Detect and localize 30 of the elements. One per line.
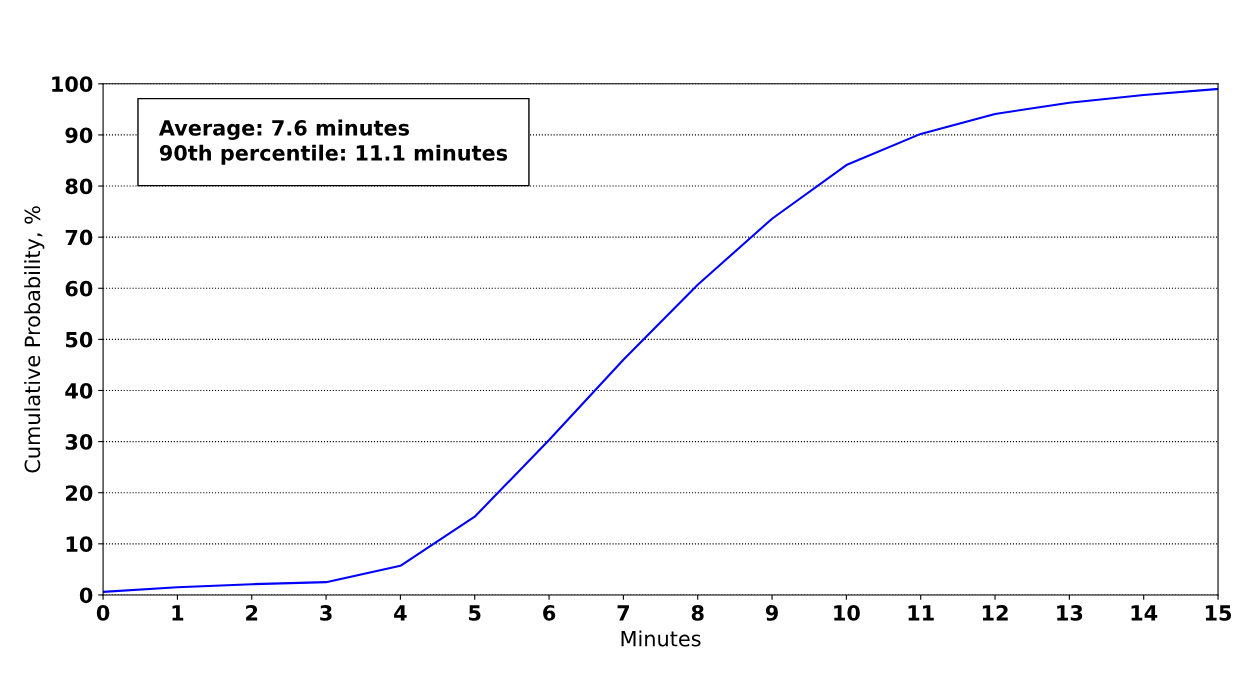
y-tick-label: 60 xyxy=(65,280,93,297)
x-tick-label: 1 xyxy=(172,605,184,621)
y-tick-label: 40 xyxy=(65,382,93,399)
x-tick-label: 15 xyxy=(1205,605,1232,621)
y-tick-label: 10 xyxy=(66,536,93,553)
y-tick-label: 30 xyxy=(65,434,93,450)
y-tick-label: 0 xyxy=(79,587,93,604)
x-tick-label: 9 xyxy=(765,605,778,621)
x-tick-label: 12 xyxy=(982,605,1008,621)
x-tick-label: 11 xyxy=(908,605,934,621)
y-tick-label: 20 xyxy=(66,485,93,501)
y-tick-label: 80 xyxy=(65,178,93,195)
y-axis-title: Cumulative Probability, % xyxy=(24,206,45,473)
x-tick-label: 4 xyxy=(394,605,407,621)
x-tick-label: 13 xyxy=(1057,605,1083,621)
y-tick-label: 70 xyxy=(65,229,93,246)
x-tick-label: 2 xyxy=(246,605,258,621)
x-tick-label: 10 xyxy=(834,605,860,621)
x-tick-label: 8 xyxy=(691,605,704,621)
y-tick-label: 50 xyxy=(65,331,93,348)
x-tick-label: 5 xyxy=(469,605,481,621)
x-tick-label: 7 xyxy=(617,605,629,621)
x-tick-label: 6 xyxy=(543,605,556,621)
x-tick-label: 14 xyxy=(1131,605,1158,621)
annotation: Average: 7.6 minutes 90th percentile: 11.1 minutes xyxy=(158,119,508,165)
x-axis-title: Minutes xyxy=(621,630,701,647)
y-tick-label: 90 xyxy=(65,127,93,144)
x-tick-label: 0 xyxy=(96,605,110,621)
x-tick-label: 3 xyxy=(320,605,332,621)
y-tick-label: 100 xyxy=(52,76,93,93)
